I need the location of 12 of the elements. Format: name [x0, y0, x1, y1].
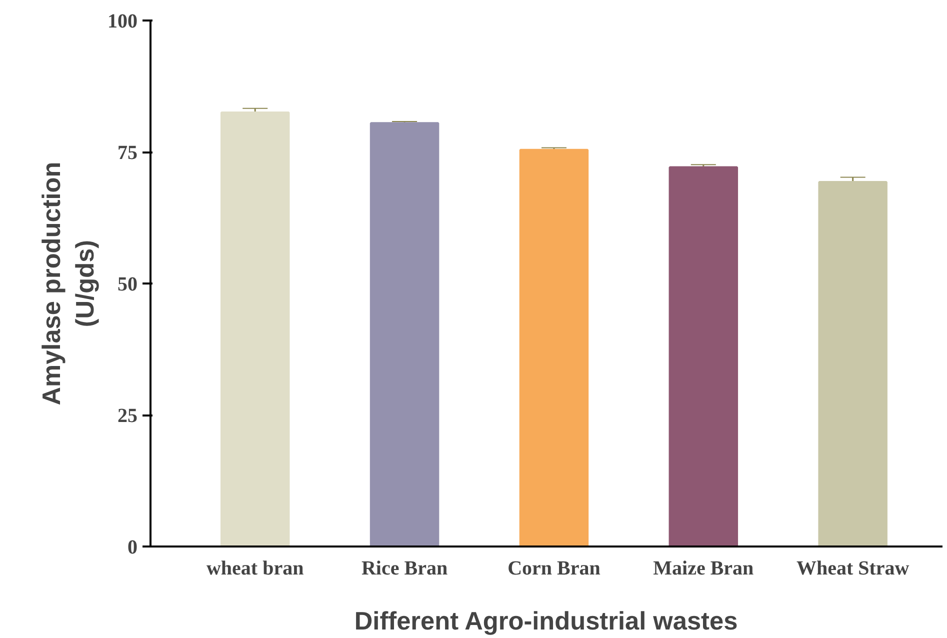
y-tick-label: 50 [118, 274, 138, 296]
y-tick-label: 0 [128, 536, 138, 558]
x-tick-label: Wheat Straw [796, 558, 910, 580]
x-tick-label: wheat bran [206, 558, 304, 580]
x-tick-label: Rice Bran [361, 558, 448, 580]
x-tick-label: Corn Bran [508, 558, 600, 580]
y-axis-title: Amylase production (U/gds) [38, 162, 100, 406]
y-tick-label: 100 [108, 10, 138, 32]
x-tick-label: Maize Bran [653, 558, 754, 580]
y-tick-label: 75 [118, 142, 138, 164]
y-tick-label: 25 [118, 405, 138, 427]
x-axis-title: Different Agro-industrial wastes [354, 608, 738, 636]
